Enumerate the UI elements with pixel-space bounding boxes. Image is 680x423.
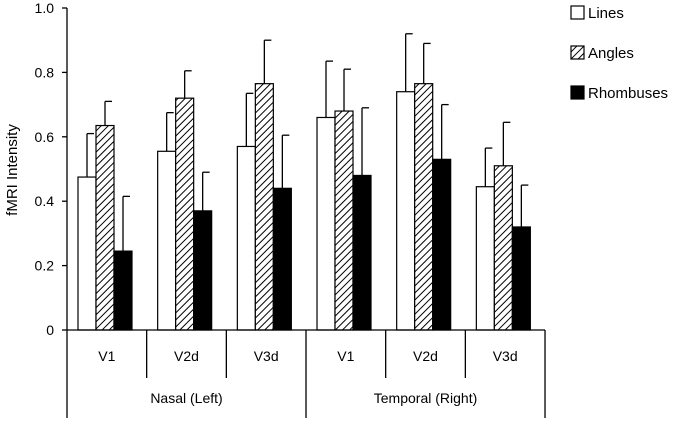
x-category-label: V1 <box>337 348 354 364</box>
x-category-label: V3d <box>254 348 279 364</box>
bar-angles-3 <box>254 83 274 331</box>
y-tick-label: 0.4 <box>35 193 55 209</box>
legend-label-lines: Lines <box>588 5 624 22</box>
bar-angles-2 <box>175 97 195 331</box>
bar-rhombuses-2 <box>193 210 213 331</box>
bar-rhombuses-5 <box>432 158 452 331</box>
bar-rhombuses-4 <box>352 174 372 331</box>
bar-lines-6 <box>475 186 495 331</box>
bar-lines-1 <box>77 176 97 331</box>
legend-swatch-rhombuses <box>570 85 585 100</box>
x-group-label: Nasal (Left) <box>150 390 222 406</box>
y-tick-label: 0.8 <box>35 64 55 80</box>
bar-angles-5 <box>414 83 434 331</box>
bar-lines-4 <box>316 116 336 331</box>
legend-swatch-lines <box>570 5 585 20</box>
legend-label-rhombuses: Rhombuses <box>588 85 668 102</box>
bar-lines-5 <box>396 91 416 331</box>
bar-angles-1 <box>95 124 115 331</box>
legend-label-angles: Angles <box>588 45 634 62</box>
bar-angles-4 <box>334 110 354 331</box>
bar-lines-3 <box>236 145 256 331</box>
x-category-label: V2d <box>174 348 199 364</box>
y-axis-label: fMRI Intensity <box>4 124 21 216</box>
bar-rhombuses-6 <box>511 226 531 331</box>
y-tick-label: 0.2 <box>35 258 55 274</box>
bar-angles-6 <box>493 165 513 331</box>
bar-rhombuses-1 <box>113 250 133 331</box>
x-category-label: V3d <box>493 348 518 364</box>
x-category-label: V2d <box>413 348 438 364</box>
bar-rhombuses-3 <box>272 187 292 331</box>
legend-swatch-angles <box>570 45 585 60</box>
x-group-label: Temporal (Right) <box>374 390 477 406</box>
bar-lines-2 <box>157 150 177 331</box>
x-category-label: V1 <box>98 348 115 364</box>
y-tick-label: 1.0 <box>35 0 55 16</box>
y-tick-label: 0.6 <box>35 129 55 145</box>
y-tick-label: 0 <box>46 322 54 338</box>
